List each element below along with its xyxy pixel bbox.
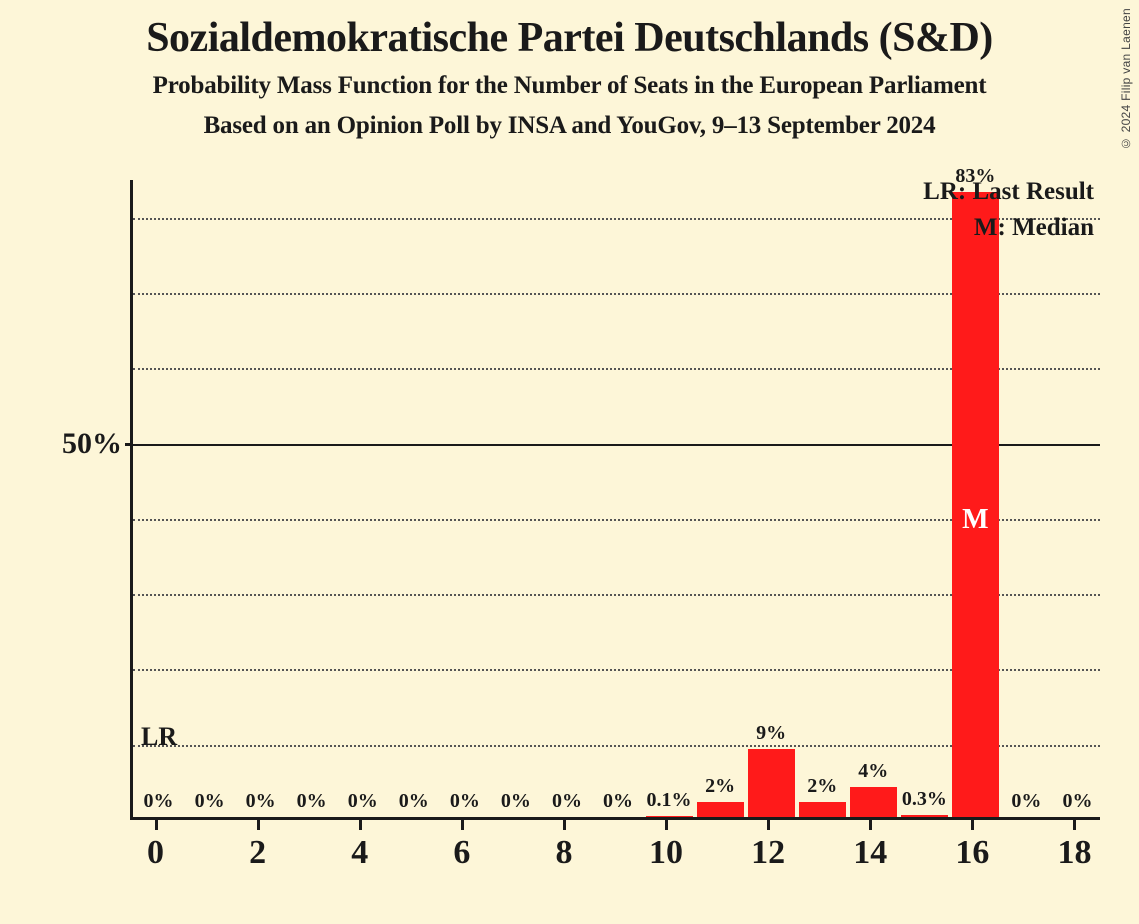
x-axis-tick-label: 4: [351, 834, 368, 872]
x-axis-tick-label: 16: [955, 834, 989, 872]
x-axis-tick-mark: [461, 820, 464, 830]
bar-value-label: 0%: [348, 790, 378, 813]
y-axis-tick: [125, 443, 133, 446]
bar: [646, 816, 693, 817]
x-axis-tick-mark: [665, 820, 668, 830]
bar: [850, 787, 897, 817]
bar-value-label: 4%: [858, 760, 888, 783]
chart-title: Sozialdemokratische Partei Deutschlands …: [0, 14, 1139, 62]
chart-subtitle-2: Based on an Opinion Poll by INSA and You…: [0, 112, 1139, 140]
x-axis-tick-label: 8: [555, 834, 572, 872]
bar-value-label: 2%: [705, 775, 735, 798]
bar: [697, 802, 744, 817]
x-axis-tick-mark: [155, 820, 158, 830]
chart-subtitle-1: Probability Mass Function for the Number…: [0, 72, 1139, 100]
bar-value-label: 2%: [807, 775, 837, 798]
x-axis-tick-mark: [767, 820, 770, 830]
copyright-text: © 2024 Filip van Laenen: [1119, 8, 1133, 150]
bar-value-label: 0.1%: [647, 789, 692, 812]
bar-value-label: 0%: [450, 790, 480, 813]
x-axis-tick-mark: [1073, 820, 1076, 830]
x-axis-tick-mark: [359, 820, 362, 830]
x-axis-tick-mark: [869, 820, 872, 830]
bar-value-label: 0%: [399, 790, 429, 813]
last-result-marker: LR: [141, 722, 177, 817]
bar: [799, 802, 846, 817]
bar-value-label: 0%: [501, 790, 531, 813]
x-axis-tick-label: 6: [453, 834, 470, 872]
x-axis-tick-mark: [563, 820, 566, 830]
bar: [901, 815, 948, 817]
x-axis-tick-label: 18: [1057, 834, 1091, 872]
y-axis-major-label: 50%: [40, 427, 122, 461]
titles-block: Sozialdemokratische Partei Deutschlands …: [0, 0, 1139, 140]
x-axis-tick-label: 0: [147, 834, 164, 872]
x-axis-tick-mark: [971, 820, 974, 830]
x-axis-tick-mark: [257, 820, 260, 830]
x-axis-tick-label: 14: [853, 834, 887, 872]
bar-value-label: 0.3%: [902, 788, 947, 811]
bar: [748, 749, 795, 817]
median-marker: M: [962, 504, 988, 536]
bar-value-label: 0%: [603, 790, 633, 813]
page-root: © 2024 Filip van Laenen Sozialdemokratis…: [0, 0, 1139, 924]
bar-value-label: 0%: [1011, 790, 1041, 813]
bar-value-label: 0%: [297, 790, 327, 813]
plot-area: 0%0%0%0%0%0%0%0%0%0%0.1%2%9%2%4%0.3%83%0…: [130, 180, 1100, 820]
bar-value-label: 0%: [195, 790, 225, 813]
legend-median: M: Median: [974, 214, 1094, 242]
bar-value-label: 0%: [1062, 790, 1092, 813]
bar-value-label: 0%: [246, 790, 276, 813]
x-axis-tick-label: 12: [751, 834, 785, 872]
chart-area: 0%0%0%0%0%0%0%0%0%0%0.1%2%9%2%4%0.3%83%0…: [40, 180, 1110, 890]
x-axis-tick-label: 10: [649, 834, 683, 872]
bar-value-label: 0%: [552, 790, 582, 813]
x-axis-tick-label: 2: [249, 834, 266, 872]
legend-last-result: LR: Last Result: [923, 178, 1094, 206]
bar-value-label: 9%: [756, 722, 786, 745]
